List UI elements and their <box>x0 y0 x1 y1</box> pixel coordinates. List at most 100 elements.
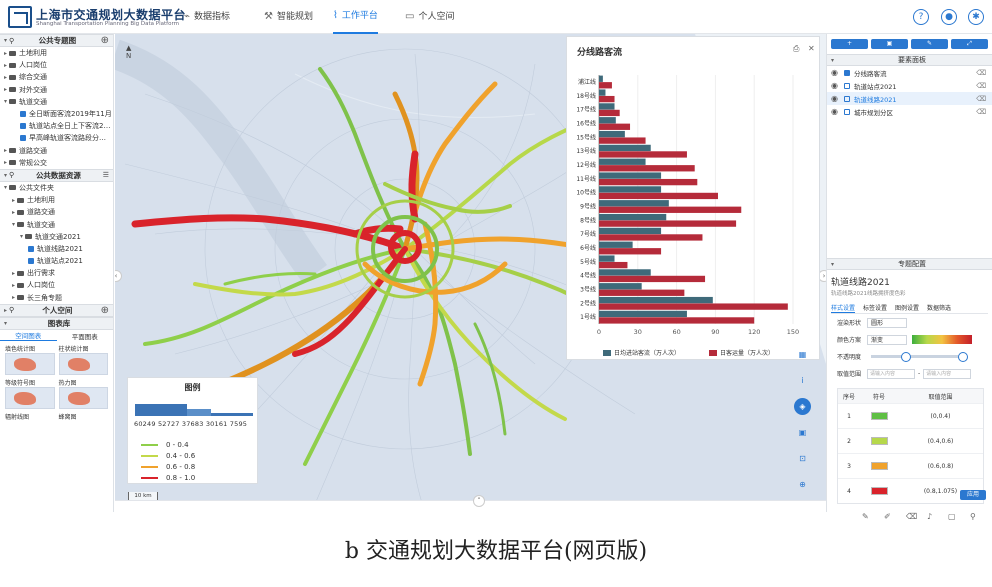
layer-item[interactable]: ◉ 分线路客流 ⌫ <box>831 68 986 78</box>
trash-icon[interactable]: ⌫ <box>906 512 918 521</box>
download-icon[interactable]: ⎙ <box>793 44 800 53</box>
topic-item[interactable]: ▸ 土地利用 <box>4 49 48 58</box>
topic-item[interactable]: ▸ 道路交通 <box>4 146 48 155</box>
help-icon[interactable]: ? <box>913 9 929 25</box>
nav-workspace[interactable]: ⌇ 工作平台 <box>333 0 378 34</box>
eye-icon[interactable]: ◉ <box>831 81 838 90</box>
data-tree-item[interactable]: ▸ 出行需求 <box>12 269 56 278</box>
table-row[interactable]: 1 (0,0.4) <box>838 403 983 428</box>
opacity-slider[interactable] <box>871 352 968 362</box>
pen-icon[interactable]: ✎ <box>862 512 869 521</box>
section-public-data[interactable]: ▾ ⚲ 公共数据资源 ☰ <box>0 168 113 182</box>
range-min-input[interactable]: 请输入内容 <box>867 368 915 379</box>
chart-thumbnail[interactable]: 蜂窝图 <box>58 413 77 421</box>
trash-icon[interactable]: ⌫ <box>976 81 986 90</box>
layer-item[interactable]: ◉ 轨道站点2021 ⌫ <box>831 81 986 91</box>
symbol-swatch[interactable] <box>870 437 888 445</box>
data-tree-item[interactable]: ▸ 人口岗位 <box>12 281 56 290</box>
data-tree-item[interactable]: 轨道站点2021 <box>0 255 113 267</box>
topic-item[interactable]: ▸ 综合交通 <box>4 73 48 82</box>
section-topic-config[interactable]: ▾ 专题配置 <box>827 258 992 270</box>
config-tab[interactable]: 样式设置 <box>831 305 856 313</box>
data-tree-item[interactable]: ▾ 轨道交通2021 <box>20 232 81 241</box>
chart-thumbnail[interactable]: 填色统计图 <box>5 344 55 375</box>
window-icon[interactable]: ▢ <box>948 512 956 521</box>
range-max-input[interactable]: 请输入内容 <box>923 368 972 379</box>
locate-icon[interactable]: ⊕ <box>799 480 806 489</box>
edit-button[interactable]: ✎ <box>911 39 948 49</box>
chart-thumbnail[interactable]: 辐射线图 <box>5 413 30 421</box>
info-icon[interactable]: ⅰ <box>801 376 804 385</box>
sound-icon[interactable]: ♪ <box>927 512 933 521</box>
trash-icon[interactable]: ⌫ <box>976 94 986 103</box>
legend-item: 0.6 - 0.8 <box>141 463 195 471</box>
layer-checkbox[interactable] <box>844 95 850 102</box>
color-scheme-select[interactable]: 渐变 <box>867 334 907 345</box>
table-row[interactable]: 4 (0.8,1.075) <box>838 478 983 503</box>
symbol-swatch[interactable] <box>870 487 888 495</box>
nav-smart-planning[interactable]: ⚒ 智能规划 <box>264 0 313 34</box>
table-row[interactable]: 2 (0.4,0.6) <box>838 428 983 453</box>
qr-icon[interactable]: ▦ <box>798 350 807 359</box>
layers-icon[interactable]: ◈ <box>794 398 811 415</box>
symbol-swatch[interactable] <box>870 412 888 420</box>
section-feature-panel[interactable]: ▾ 要素面板 <box>827 54 992 66</box>
layer-checkbox[interactable] <box>844 69 850 76</box>
symbol-swatch[interactable] <box>870 462 888 470</box>
expand-bottom-button[interactable]: ˄ <box>473 495 485 507</box>
topic-item[interactable]: ▸ 人口岗位 <box>4 61 48 70</box>
eye-icon[interactable]: ◉ <box>831 68 838 77</box>
chart-thumbnail[interactable]: 等级符号图 <box>5 378 55 409</box>
section-chart-library[interactable]: ▾ 图表库 <box>0 316 113 330</box>
trash-icon[interactable]: ⌫ <box>976 107 986 116</box>
nav-data-indicators[interactable]: ⌁ 数据指标 <box>184 0 230 34</box>
apply-button[interactable]: 应用 <box>960 490 986 500</box>
topic-item[interactable]: ▸ 常规公交 <box>4 158 48 167</box>
data-tree-item[interactable]: ▸ 长三角专题 <box>12 293 63 302</box>
trash-icon[interactable]: ⌫ <box>976 68 986 77</box>
chart-thumbnail[interactable]: 柱状统计图 <box>58 344 108 375</box>
screenshot-icon[interactable]: ⊡ <box>799 454 806 463</box>
layer-item[interactable]: ◉ 城市规划分区 ⌫ <box>831 107 986 117</box>
topic-item[interactable]: ▸ 对外交通 <box>4 85 48 94</box>
map-image-icon[interactable]: ▣ <box>798 428 807 437</box>
layer-checkbox[interactable] <box>844 82 850 89</box>
data-tree-item[interactable]: ▸ 土地利用 <box>12 196 56 205</box>
data-tree-item[interactable]: 轨道线路2021 <box>0 243 113 255</box>
add-layer-button[interactable]: + <box>831 39 868 49</box>
folder-icon <box>9 74 17 80</box>
table-row[interactable]: 3 (0.6,0.8) <box>838 453 983 478</box>
data-tree-item[interactable]: ▸ 道路交通 <box>12 208 56 217</box>
eye-icon[interactable]: ◉ <box>831 107 838 116</box>
search-icon[interactable]: ⚲ <box>970 512 976 521</box>
chart-thumbnail[interactable]: 热力图 <box>58 378 108 409</box>
eye-icon[interactable]: ◉ <box>831 94 838 103</box>
tab-spatial-charts[interactable]: 空间图表 <box>0 330 57 342</box>
section-public-topics[interactable]: ▾ ⚲ 公共专题图 ⊕ <box>0 34 113 47</box>
topic-item[interactable]: ▾ 轨道交通 <box>4 97 48 106</box>
config-tab[interactable]: 标签设置 <box>863 305 888 312</box>
config-tab[interactable]: 图例设置 <box>895 305 920 312</box>
user-icon[interactable]: ● <box>941 9 957 25</box>
section-personal[interactable]: ▸ ⚲ 个人空间 ⊕ <box>0 303 113 317</box>
layer-item[interactable]: ◉ 轨道线路2021 ⌫ <box>827 92 992 105</box>
data-tree-item[interactable]: ▾ 公共文件夹 <box>4 183 55 192</box>
bar <box>599 213 667 221</box>
draw-icon[interactable]: ✐ <box>884 512 891 521</box>
color-ramp[interactable] <box>912 335 972 344</box>
shape-select[interactable]: 圆形 <box>867 317 907 328</box>
rail-topic-item[interactable]: 早高峰轨道客流路段分… <box>0 132 113 144</box>
layer-checkbox[interactable] <box>844 108 850 115</box>
share-button[interactable]: ⤢ <box>951 39 988 49</box>
config-tab[interactable]: 数据筛选 <box>927 305 952 312</box>
bar <box>599 192 718 200</box>
rail-topic-item[interactable]: 全日断面客流2019年11月 <box>0 108 113 120</box>
data-tree-item[interactable]: ▾ 轨道交通 <box>12 220 56 229</box>
right-panel: + ▣ ✎ ⤢ ▾ 要素面板 ◉ 分线路客流 ⌫ ◉ 轨道站点2021 ⌫ ◉ 轨道线路2021 ⌫ ◉ 城… <box>826 34 992 512</box>
nav-personal-space[interactable]: ▭ 个人空间 <box>405 0 454 34</box>
close-icon[interactable]: ✕ <box>808 44 815 53</box>
settings-icon[interactable]: ✱ <box>968 9 984 25</box>
rail-topic-item[interactable]: 轨道站点全日上下客流2… <box>0 120 113 132</box>
import-button[interactable]: ▣ <box>871 39 908 49</box>
tab-planar-charts[interactable]: 平面图表 <box>71 332 98 341</box>
